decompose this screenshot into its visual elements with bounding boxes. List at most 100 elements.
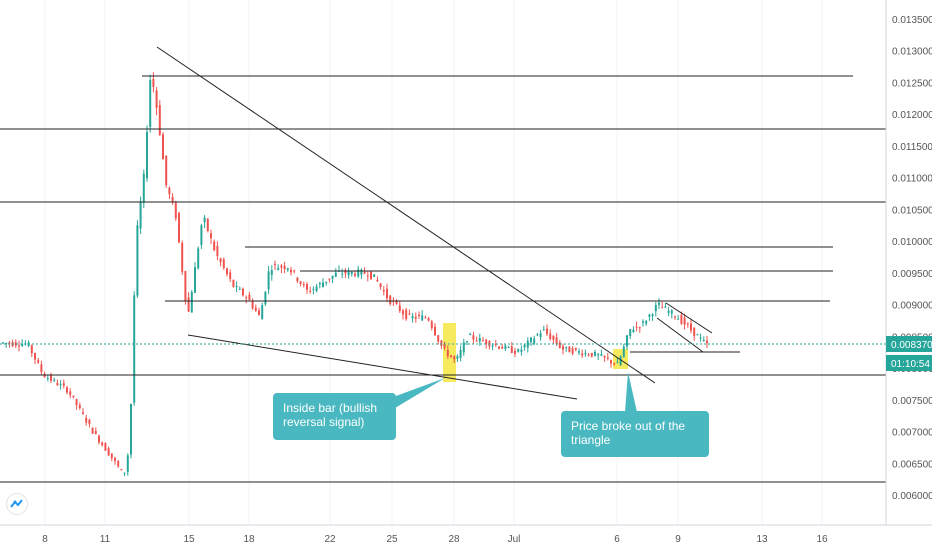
- candle-down: [501, 346, 504, 349]
- candle-down: [443, 343, 446, 348]
- candle-up: [235, 285, 238, 287]
- candle-up: [539, 333, 542, 338]
- candle-down: [50, 374, 52, 381]
- candle-up: [264, 291, 267, 305]
- support-resistance-lines: [0, 46, 886, 483]
- candle-up: [373, 274, 376, 277]
- candle-down: [293, 270, 296, 272]
- price-tick-label: 0.012500: [892, 78, 932, 89]
- candle-down: [683, 317, 686, 325]
- candle-up: [699, 337, 702, 339]
- candle-up: [664, 306, 667, 308]
- candle-down: [498, 346, 500, 349]
- candle-down: [162, 134, 164, 160]
- candle-up: [466, 341, 468, 343]
- inside-bar-callout: Inside bar (bullish reversal signal): [273, 393, 396, 440]
- candle-up: [142, 173, 145, 203]
- price-tick-label: 0.007000: [892, 428, 932, 439]
- time-tick-label: 28: [448, 534, 460, 545]
- candle-up: [491, 345, 494, 347]
- candle-up: [462, 342, 465, 353]
- candle-down: [158, 105, 161, 135]
- candle-down: [706, 340, 708, 344]
- candle-down: [248, 294, 251, 300]
- candle-up: [536, 334, 539, 336]
- candle-down: [376, 279, 379, 282]
- candle-down: [232, 279, 235, 287]
- candle-down: [437, 335, 440, 342]
- candle-up: [584, 352, 587, 355]
- candle-down: [344, 270, 347, 274]
- price-tick-label: 0.013000: [892, 47, 932, 58]
- candle-down: [56, 383, 59, 386]
- candle-down: [610, 360, 612, 364]
- candle-down: [549, 333, 552, 340]
- candle-down: [690, 323, 692, 331]
- candle-down: [638, 327, 641, 329]
- candle-down: [213, 241, 216, 251]
- candle-down: [152, 79, 155, 87]
- candle-down: [30, 345, 33, 354]
- candle-down: [104, 442, 107, 451]
- candle-down: [453, 356, 456, 360]
- candle-up: [459, 350, 462, 358]
- candle-down: [693, 327, 696, 336]
- candle-up: [322, 282, 324, 288]
- last-price-badge: [886, 336, 932, 352]
- tradingview-logo[interactable]: [6, 493, 28, 515]
- candle-down: [427, 318, 430, 321]
- candle-up: [341, 273, 344, 275]
- candle-up: [149, 79, 152, 127]
- candle-down: [386, 288, 388, 299]
- candle-down: [187, 297, 190, 312]
- candle-up: [21, 344, 24, 346]
- candle-up: [203, 217, 206, 223]
- candle-up: [517, 349, 520, 352]
- candle-up: [325, 281, 328, 283]
- time-tick-label: 22: [324, 534, 336, 545]
- candle-down: [440, 340, 443, 346]
- candle-down: [395, 300, 398, 304]
- candle-down: [290, 269, 292, 273]
- candle-up: [507, 346, 510, 348]
- candle-up: [238, 288, 241, 290]
- candle-up: [312, 288, 315, 290]
- candle-down: [210, 233, 212, 239]
- time-tick-label: Jul: [508, 534, 521, 545]
- candle-down: [274, 263, 276, 265]
- candle-down: [101, 442, 104, 446]
- candle-up: [523, 344, 526, 348]
- candle-up: [46, 378, 49, 380]
- time-tick-label: 11: [100, 534, 111, 545]
- candle-down: [408, 313, 411, 315]
- candle-up: [2, 342, 4, 344]
- candle-down: [414, 316, 417, 319]
- candle-down: [661, 307, 664, 309]
- candle-down: [251, 301, 254, 309]
- candle-down: [117, 461, 120, 467]
- candle-down: [296, 277, 299, 282]
- candle-down: [562, 346, 564, 350]
- candle-down: [398, 305, 401, 312]
- candle-up: [277, 267, 280, 271]
- candle-down: [606, 357, 609, 359]
- candle-up: [350, 271, 353, 274]
- candle-down: [446, 349, 449, 357]
- candle-up: [59, 384, 62, 386]
- candle-down: [34, 353, 36, 360]
- candle-down: [254, 307, 257, 311]
- candle-up: [421, 315, 424, 321]
- candle-down: [219, 258, 222, 263]
- price-axis-background: [886, 0, 932, 550]
- candle-down: [222, 259, 225, 268]
- candle-up: [597, 354, 600, 356]
- candle-down: [82, 412, 84, 414]
- candle-down: [107, 448, 110, 456]
- candle-up: [594, 351, 596, 356]
- candle-up: [334, 272, 337, 277]
- candle-down: [8, 342, 11, 344]
- candle-down: [66, 387, 68, 393]
- callout-pointer-left: [385, 378, 445, 408]
- candle-down: [75, 399, 78, 406]
